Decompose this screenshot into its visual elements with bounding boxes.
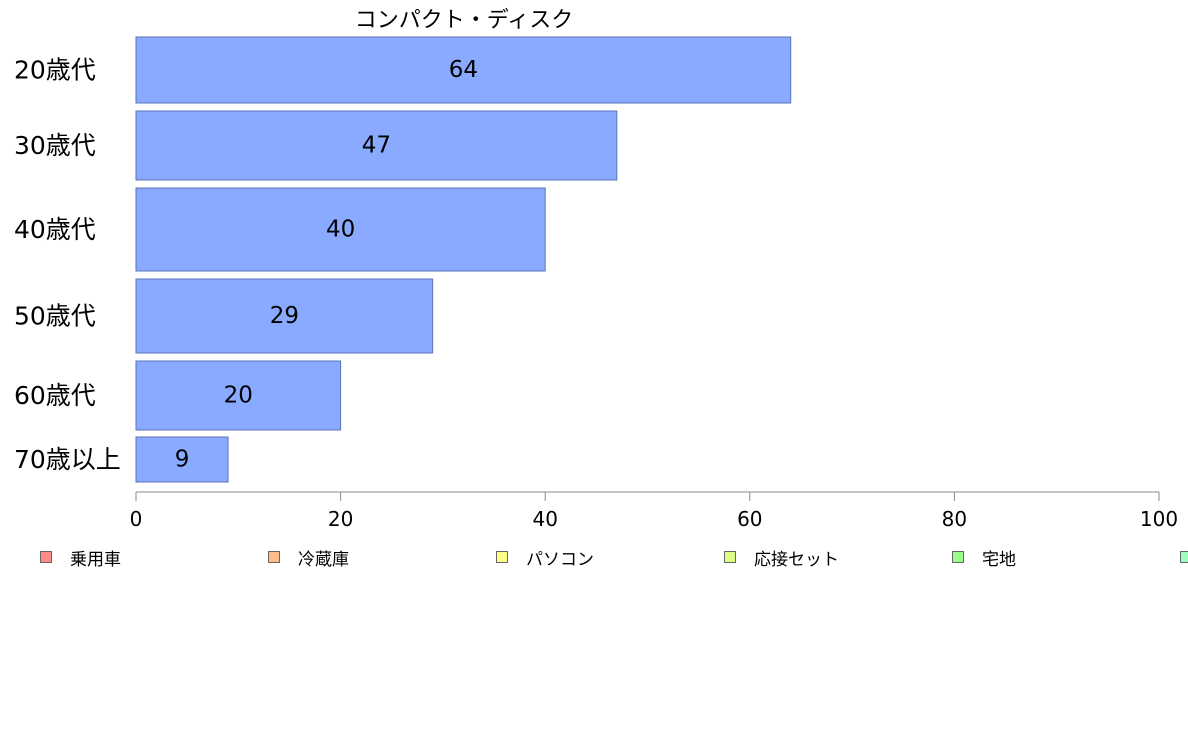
x-tick-label: 0 <box>130 507 143 531</box>
data-label: 20 <box>224 383 253 409</box>
x-tick-label: 100 <box>1140 507 1178 531</box>
data-label: 64 <box>449 57 478 83</box>
legend-swatch <box>1180 551 1188 563</box>
legend-swatch <box>40 551 52 563</box>
bar <box>135 110 618 181</box>
legend-label: 冷蔵庫 <box>298 549 349 570</box>
category-label: 30歳代 <box>14 131 96 160</box>
data-label: 47 <box>362 133 391 159</box>
data-label: 9 <box>175 447 190 473</box>
category-label: 20歳代 <box>14 56 96 85</box>
category-label: 40歳代 <box>14 215 96 244</box>
x-tick-label: 20 <box>328 507 353 531</box>
legend-label: 乗用車 <box>70 549 121 570</box>
legend-item: 乗用車 <box>40 545 121 570</box>
bar <box>135 278 434 354</box>
category-label: 50歳代 <box>14 302 96 331</box>
legend-swatch <box>724 551 736 563</box>
bar <box>135 187 546 272</box>
legend-item: 冷蔵庫 <box>268 545 349 570</box>
bar <box>135 36 792 104</box>
legend-swatch <box>496 551 508 563</box>
x-tick-label: 40 <box>532 507 557 531</box>
legend-swatch <box>268 551 280 563</box>
legend-label: 応接セット <box>754 549 839 570</box>
chart-title: コンパクト・ディスク <box>354 8 574 33</box>
data-label: 29 <box>270 303 299 329</box>
x-tick-label: 80 <box>942 507 967 531</box>
category-label: 70歳以上 <box>14 445 121 474</box>
legend-label: 宅地 <box>982 549 1016 570</box>
legend-label: パソコン <box>526 549 594 570</box>
legend: 乗用車 冷蔵庫 パソコン 応接セット 宅地 <box>0 545 1188 570</box>
category-label: 60歳代 <box>14 381 96 410</box>
legend-item: 宅地 <box>952 545 1016 570</box>
legend-swatch <box>952 551 964 563</box>
x-tick-label: 60 <box>737 507 762 531</box>
legend-item: 応接セット <box>724 545 839 570</box>
legend-item <box>1180 545 1188 569</box>
bar <box>135 360 342 431</box>
legend-item: パソコン <box>496 545 594 570</box>
bar <box>135 436 229 483</box>
data-label: 40 <box>326 217 355 243</box>
